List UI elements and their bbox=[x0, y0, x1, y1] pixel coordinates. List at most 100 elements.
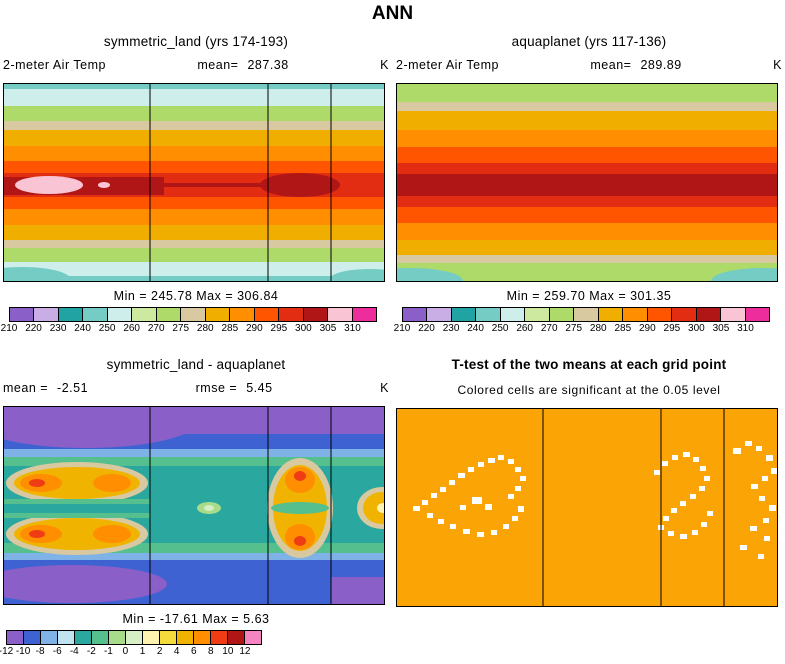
ttest-subtitle: Colored cells are significant at the 0.0… bbox=[457, 383, 721, 397]
contour-region bbox=[260, 173, 340, 197]
contour-region bbox=[4, 225, 384, 240]
contour-region bbox=[330, 269, 384, 281]
minmax-label: Min = -17.61 Max = 5.63 bbox=[122, 612, 270, 626]
non-significant-cell bbox=[751, 484, 758, 489]
colorbar-tick-label: 310 bbox=[344, 323, 361, 334]
rmse-value: 5.45 bbox=[246, 381, 273, 395]
colorbar-tick-label: 230 bbox=[49, 323, 67, 334]
non-significant-cell bbox=[690, 494, 696, 499]
colorbar-segment bbox=[352, 308, 377, 321]
colorbar-tick-label: 260 bbox=[123, 323, 140, 334]
colorbar-segment bbox=[83, 308, 108, 321]
colorbar-segment bbox=[107, 308, 133, 321]
contour-region bbox=[93, 525, 131, 543]
minmax-label: Min = 245.78 Max = 306.84 bbox=[113, 289, 279, 303]
non-significant-cell bbox=[763, 518, 769, 523]
non-significant-cell bbox=[458, 473, 465, 478]
colorbar-tick-label: -12 bbox=[0, 646, 14, 657]
non-significant-cell bbox=[427, 513, 433, 518]
colorbar-segment bbox=[10, 308, 35, 321]
colorbar-tick-label: 280 bbox=[589, 323, 607, 334]
non-significant-cell bbox=[663, 516, 669, 521]
non-significant-cell bbox=[707, 511, 713, 516]
mean-readout: mean= 289.89 bbox=[590, 58, 681, 72]
non-significant-cell bbox=[680, 501, 686, 506]
colorbar-segment bbox=[328, 308, 353, 321]
colorbar-tick-label: 4 bbox=[173, 646, 180, 657]
non-significant-cell bbox=[463, 529, 470, 534]
non-significant-cell bbox=[745, 441, 752, 446]
colorbar-tick-label: 210 bbox=[0, 323, 18, 334]
contour-region bbox=[397, 174, 777, 196]
colorbar-segment bbox=[476, 308, 501, 321]
contour-region bbox=[331, 577, 384, 604]
colorbar-labels: 210 220 230 240 250 260 270 275 280 285 290 295 300 3… bbox=[394, 323, 770, 335]
colorbar-tick-label: 300 bbox=[295, 323, 312, 334]
contour-region bbox=[4, 240, 384, 248]
non-significant-cell bbox=[766, 455, 773, 461]
non-significant-cell bbox=[692, 530, 698, 535]
mean-readout: mean = -2.51 bbox=[3, 381, 88, 395]
non-significant-cell bbox=[460, 505, 466, 510]
colorbar-tick-label: 0 bbox=[122, 646, 129, 657]
colorbar-segment bbox=[500, 308, 526, 321]
contour-region bbox=[154, 183, 272, 187]
panel-title-difference: symmetric_land - aquaplanet bbox=[106, 357, 286, 372]
non-significant-cell bbox=[431, 493, 437, 498]
contour-region bbox=[294, 536, 306, 546]
contour-region bbox=[4, 130, 384, 146]
mean-readout: mean= 287.38 bbox=[197, 58, 288, 72]
colorbar-segment bbox=[279, 308, 304, 321]
non-significant-cell bbox=[498, 455, 504, 460]
colorbar-segment bbox=[109, 631, 126, 644]
contour-region bbox=[294, 471, 306, 481]
colorbar-tick-label: -10 bbox=[15, 646, 31, 657]
non-significant-cell bbox=[508, 494, 514, 499]
units-label: K bbox=[380, 58, 389, 72]
colorbar-segment bbox=[143, 631, 160, 644]
non-significant-cell bbox=[662, 461, 668, 466]
contour-region bbox=[397, 196, 777, 207]
temperature-colorbar: 210 220 230 240 250 260 270 275 280 285 290 295 300 3… bbox=[1, 307, 377, 335]
panel-title-ttest: T-test of the two means at each grid poi… bbox=[451, 357, 727, 372]
non-significant-cell bbox=[478, 462, 484, 467]
minmax-label: Min = 259.70 Max = 301.35 bbox=[506, 289, 672, 303]
non-significant-cell bbox=[508, 459, 514, 464]
colorbar-segment bbox=[92, 631, 109, 644]
colorbar-tick-label: 295 bbox=[270, 323, 288, 334]
colorbar-segment bbox=[41, 631, 58, 644]
colorbar-segment bbox=[181, 308, 206, 321]
colorbar-tick-label: 220 bbox=[418, 323, 435, 334]
contour-region bbox=[4, 121, 384, 130]
colorbar-segment bbox=[574, 308, 599, 321]
mean-value: 289.89 bbox=[640, 58, 682, 72]
contour-region bbox=[4, 84, 384, 89]
colorbar-segment bbox=[623, 308, 648, 321]
colorbar-segment bbox=[75, 631, 92, 644]
contour-region bbox=[397, 255, 777, 263]
colorbar-tick-label: 250 bbox=[491, 323, 509, 334]
colorbar-segment bbox=[160, 631, 177, 644]
non-significant-cell bbox=[771, 468, 777, 474]
colorbar-tick-label: -4 bbox=[69, 646, 79, 657]
contour-region bbox=[4, 553, 384, 561]
colorbar-segment bbox=[598, 308, 624, 321]
non-significant-cell bbox=[518, 506, 524, 512]
stats-row: mean = -2.51 rmse = 5.45 K bbox=[3, 381, 389, 398]
colorbar-segment bbox=[34, 308, 59, 321]
colorbar-segment bbox=[451, 308, 477, 321]
colorbar-tick-label: 1 bbox=[139, 646, 146, 657]
colorbar-tick-label: 305 bbox=[319, 323, 337, 334]
contour-region bbox=[397, 268, 463, 281]
non-significant-cell bbox=[764, 536, 770, 541]
non-significant-cell bbox=[488, 458, 495, 463]
colorbar-tick-label: 230 bbox=[442, 323, 460, 334]
colorbar-segment bbox=[177, 631, 194, 644]
colorbar-tick-label: 260 bbox=[516, 323, 533, 334]
non-significant-cell bbox=[700, 466, 706, 471]
non-significant-cell bbox=[413, 506, 420, 511]
colorbar-segment bbox=[303, 308, 329, 321]
non-significant-cell bbox=[750, 526, 757, 531]
colorbar-segment bbox=[745, 308, 770, 321]
colorbar-tick-label: 275 bbox=[172, 323, 190, 334]
